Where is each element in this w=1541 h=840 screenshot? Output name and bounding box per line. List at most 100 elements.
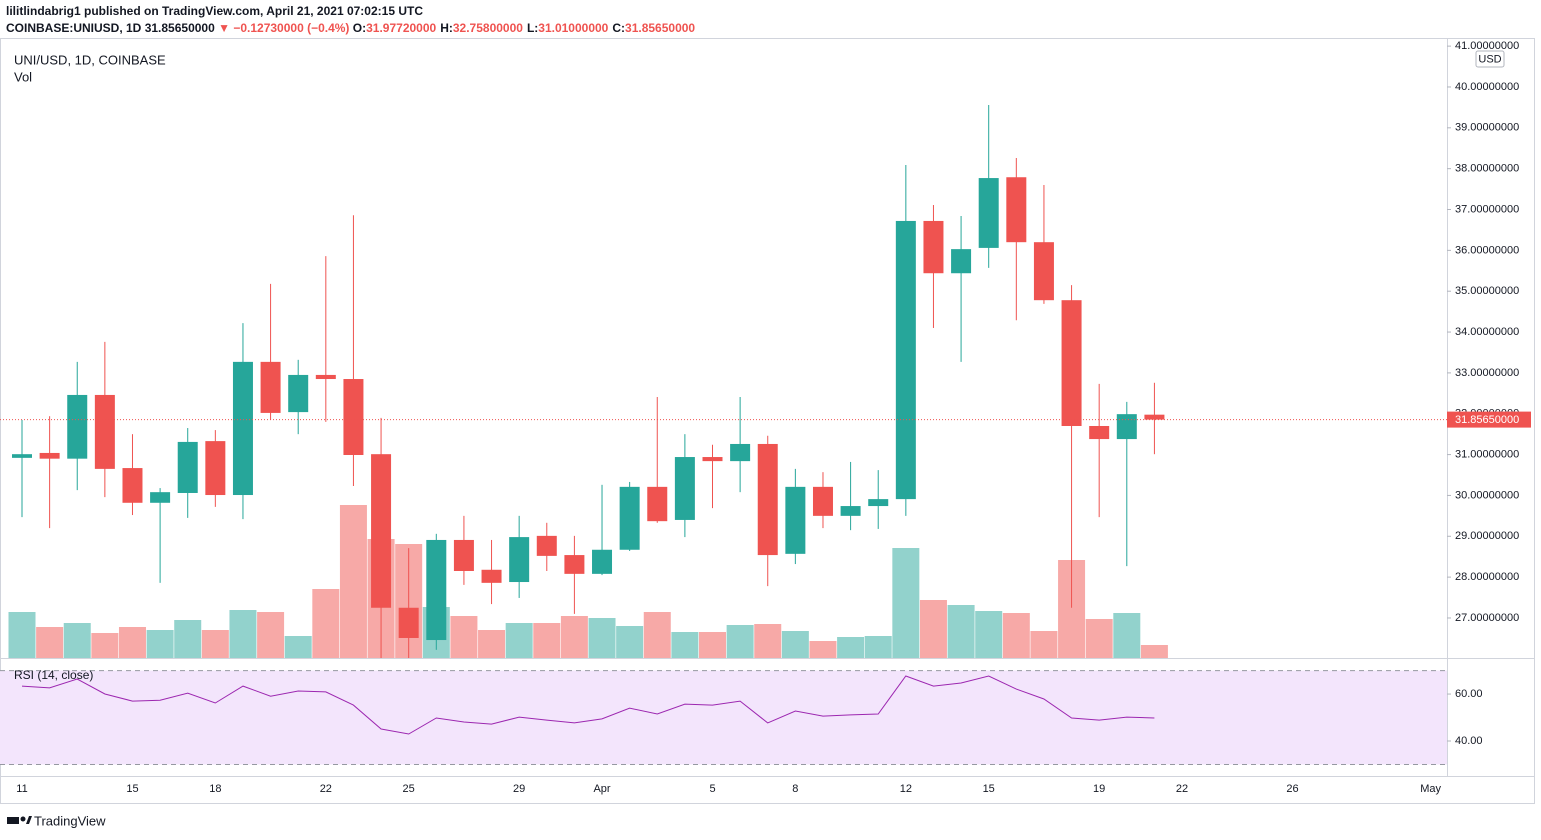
candle-body [371, 454, 392, 608]
volume-bar [560, 616, 588, 658]
candle-body [39, 452, 60, 459]
candle-body [785, 486, 806, 554]
ohlc-value: 31.01000000 [538, 21, 609, 35]
y-tick-label: 35.00000000 [1455, 285, 1519, 297]
x-tick-label: 8 [792, 783, 798, 795]
volume-bar [450, 616, 478, 658]
logo-dot [20, 816, 26, 822]
volume-bar [533, 623, 561, 658]
ohlc-label: H: [440, 21, 453, 35]
volume-bar [643, 612, 671, 658]
candle-body [730, 443, 751, 462]
currency-label: USD [1478, 53, 1501, 65]
frame [0, 38, 1535, 804]
last-price: 31.85650000 [144, 21, 215, 35]
y-tick-label: 36.00000000 [1455, 244, 1519, 256]
y-tick-label: 40.00000000 [1455, 81, 1519, 93]
ohlc-label: O: [352, 21, 367, 35]
ohlc-value: 31.97720000 [366, 21, 437, 35]
candle-body [895, 220, 916, 500]
candle-body [1006, 177, 1027, 243]
volume-bar [339, 505, 367, 658]
candle-body [232, 361, 253, 496]
candle-body [674, 457, 695, 520]
candle-body [122, 468, 143, 503]
rsi-legend: RSI (14, close) [14, 668, 93, 682]
candle-body [978, 178, 999, 248]
y-tick-label: 31.00000000 [1455, 448, 1519, 460]
volume-bar [671, 632, 699, 658]
logo-mark [7, 817, 19, 824]
volume-bar [146, 630, 174, 658]
volume-bar [616, 626, 644, 658]
candle-body [564, 555, 585, 574]
candle-body [536, 535, 557, 556]
volume-bar [781, 631, 809, 658]
y-tick-label: 29.00000000 [1455, 530, 1519, 542]
x-tick-label: 11 [16, 783, 27, 795]
candle-body [1089, 425, 1110, 440]
rsi-y-tick-label: 40.00 [1455, 735, 1483, 747]
x-tick-label: 19 [1093, 783, 1105, 795]
logo-slash [26, 816, 32, 824]
volume-bar [63, 623, 91, 658]
candle-body [1144, 414, 1165, 420]
volume-bar [505, 623, 533, 658]
y-tick-label: 34.00000000 [1455, 326, 1519, 338]
chart-title: UNI/USD, 1D, COINBASE [14, 52, 166, 67]
ohlc-value: 32.75800000 [452, 21, 523, 35]
volume-bar [257, 612, 285, 658]
last-price-box [1447, 411, 1531, 428]
x-tick-label: Apr [593, 783, 610, 795]
volume-bar [201, 630, 229, 658]
candle-body [315, 374, 336, 380]
volume-bar [892, 548, 920, 658]
x-tick-label: 12 [900, 783, 912, 795]
volume-bar [174, 620, 202, 658]
candle-body [453, 539, 474, 571]
x-tick-label: 18 [209, 783, 221, 795]
rsi-y-tick-label: 60.00 [1455, 688, 1483, 700]
ohlc-label: C: [612, 21, 626, 35]
candle-body [481, 569, 502, 583]
x-tick-label: 5 [709, 783, 715, 795]
volume-bar [229, 610, 257, 658]
y-tick-label: 37.00000000 [1455, 203, 1519, 215]
volume-bar [1140, 645, 1168, 658]
candle-body [1116, 414, 1137, 440]
volume-bar [36, 627, 64, 658]
volume-legend: Vol [14, 69, 32, 84]
y-tick-label: 39.00000000 [1455, 122, 1519, 134]
candle-layer [0, 104, 1447, 658]
candle-body [67, 394, 88, 459]
symbol-line: COINBASE:UNIUSD, 1D 31.85650000 ▼ −0.127… [6, 21, 699, 35]
candle-body [951, 249, 972, 274]
candle-body [840, 506, 861, 516]
publisher-line: lilitlindabrig1 published on TradingView… [6, 4, 423, 18]
x-tick-label: 15 [983, 783, 995, 795]
candle-body [812, 486, 833, 516]
volume-bar [588, 618, 616, 658]
ohlc-value: 31.85650000 [625, 21, 696, 35]
y-tick-label: 28.00000000 [1455, 571, 1519, 583]
logo [7, 816, 32, 824]
candle-body [426, 539, 447, 641]
symbol: COINBASE:UNIUSD, 1D [6, 21, 142, 35]
volume-bar [809, 641, 837, 658]
axes-layer: 27.00000000 28.00000000 29.00000000 30.0000… [16, 40, 1531, 795]
rsi-band-fill [0, 670, 1447, 765]
volume-bar [919, 600, 947, 658]
x-tick-label: 22 [320, 783, 332, 795]
x-tick-label: 22 [1176, 783, 1188, 795]
volume-bar [699, 632, 726, 658]
candle-body [398, 607, 419, 638]
volume-bar [1085, 619, 1113, 658]
volume-bar [864, 636, 892, 658]
volume-layer [8, 505, 1168, 658]
candle-body [647, 486, 668, 522]
last-price-label: 31.85650000 [1455, 414, 1519, 426]
y-tick-label: 33.00000000 [1455, 367, 1519, 379]
volume-bar [1002, 613, 1030, 658]
